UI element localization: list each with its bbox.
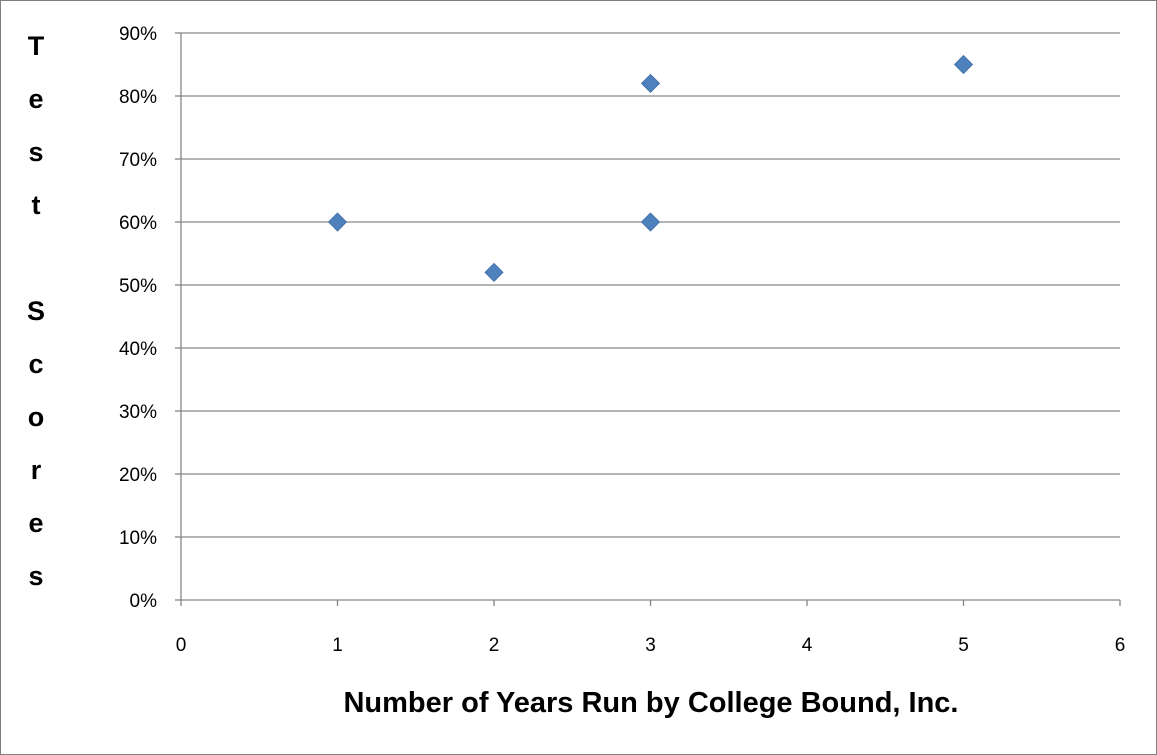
- x-tick-label: 5: [958, 635, 969, 656]
- y-tick-labels: 0% 10% 20% 30% 40% 50% 60% 70% 80% 90%: [119, 24, 157, 612]
- y-axis-title-letter: s: [28, 561, 43, 591]
- x-tick-label: 6: [1115, 635, 1126, 656]
- data-point: [484, 262, 504, 282]
- y-tick-label: 70%: [119, 150, 157, 171]
- x-tick-label: 1: [332, 635, 343, 656]
- y-axis-title-letter: t: [32, 190, 41, 220]
- y-axis-title-letter: T: [28, 31, 45, 61]
- x-tick-labels: 0 1 2 3 4 5 6: [176, 635, 1126, 656]
- y-axis-title-letter: e: [28, 84, 43, 114]
- y-tick-label: 40%: [119, 339, 157, 360]
- data-point: [327, 212, 348, 232]
- data-points: [327, 54, 974, 282]
- y-tick-label: 90%: [119, 24, 157, 45]
- y-axis-title-letter: s: [28, 137, 43, 167]
- data-point: [953, 54, 974, 75]
- x-tick-label: 2: [489, 635, 500, 656]
- y-axis-title-letter: o: [28, 402, 45, 432]
- y-axis-title-letter: c: [28, 349, 43, 379]
- gridlines: [181, 32, 1120, 538]
- y-tick-label: 30%: [119, 402, 157, 423]
- y-axis-title-letter: S: [27, 296, 45, 326]
- y-axis-title-letter: r: [31, 455, 42, 485]
- y-tick-label: 50%: [119, 276, 157, 297]
- axes: [175, 32, 1121, 606]
- y-axis-title-letter: e: [28, 508, 43, 538]
- y-tick-label: 10%: [119, 528, 157, 549]
- data-point: [640, 73, 661, 93]
- x-tick-label: 4: [802, 635, 813, 656]
- x-tick-label: 3: [645, 635, 656, 656]
- x-axis-title: Number of Years Run by College Bound, In…: [343, 687, 958, 719]
- y-tick-label: 20%: [119, 465, 157, 486]
- data-point: [640, 212, 661, 232]
- y-tick-label: 60%: [119, 213, 157, 234]
- y-tick-label: 0%: [130, 591, 158, 612]
- y-tick-label: 80%: [119, 87, 157, 108]
- x-tick-label: 0: [176, 635, 187, 656]
